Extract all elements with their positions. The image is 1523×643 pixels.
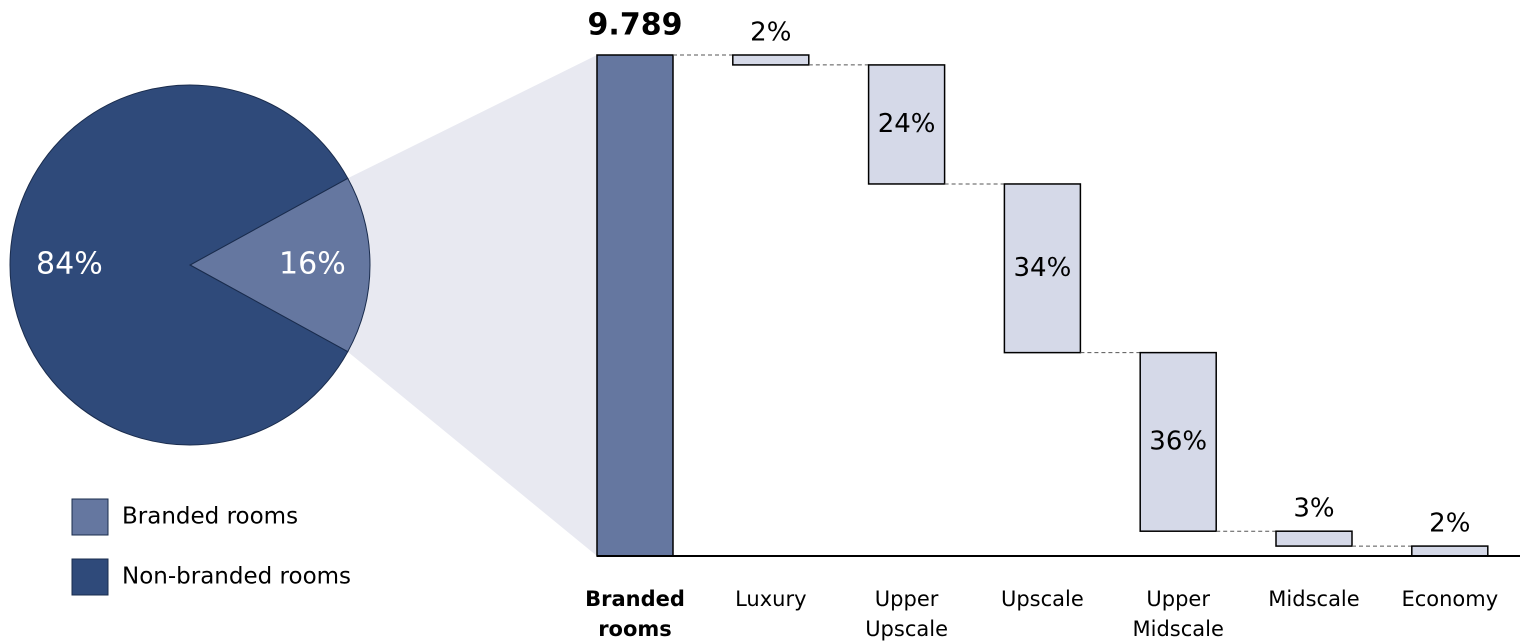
- value-label: 3%: [1293, 494, 1334, 524]
- total-bar: [596, 54, 674, 557]
- slice-label: 84%: [36, 247, 103, 282]
- zoom-shade: [347, 55, 597, 556]
- slice-label: 16%: [279, 247, 346, 282]
- x-tick-label: Upscale: [1001, 587, 1084, 611]
- pie-slice: [9, 84, 349, 446]
- value-label: 34%: [1014, 253, 1072, 283]
- x-tick-label: Branded rooms: [585, 587, 685, 641]
- legend-swatch: [71, 498, 109, 536]
- bar: [1003, 183, 1082, 354]
- x-tick-label: Upper Midscale: [1132, 587, 1223, 641]
- pie-slice: [188, 177, 371, 353]
- legend-label: Non-branded rooms: [122, 564, 351, 590]
- bar: [732, 54, 810, 66]
- bar: [1275, 530, 1353, 547]
- value-label: 24%: [878, 109, 936, 139]
- bar: [1411, 545, 1489, 557]
- x-tick-label: Upper Upscale: [865, 587, 948, 641]
- x-tick-label: Economy: [1401, 587, 1498, 611]
- bar: [867, 64, 946, 185]
- legend-label: Branded rooms: [122, 504, 298, 530]
- x-tick-label: Midscale: [1268, 587, 1359, 611]
- legend-swatch: [71, 558, 109, 596]
- x-tick-label: Luxury: [735, 587, 806, 611]
- bar: [1139, 351, 1217, 532]
- value-label: 2%: [1429, 509, 1470, 539]
- value-label: 36%: [1149, 426, 1207, 456]
- value-label: 2%: [750, 18, 791, 48]
- total-value-label: 9.789: [588, 8, 683, 43]
